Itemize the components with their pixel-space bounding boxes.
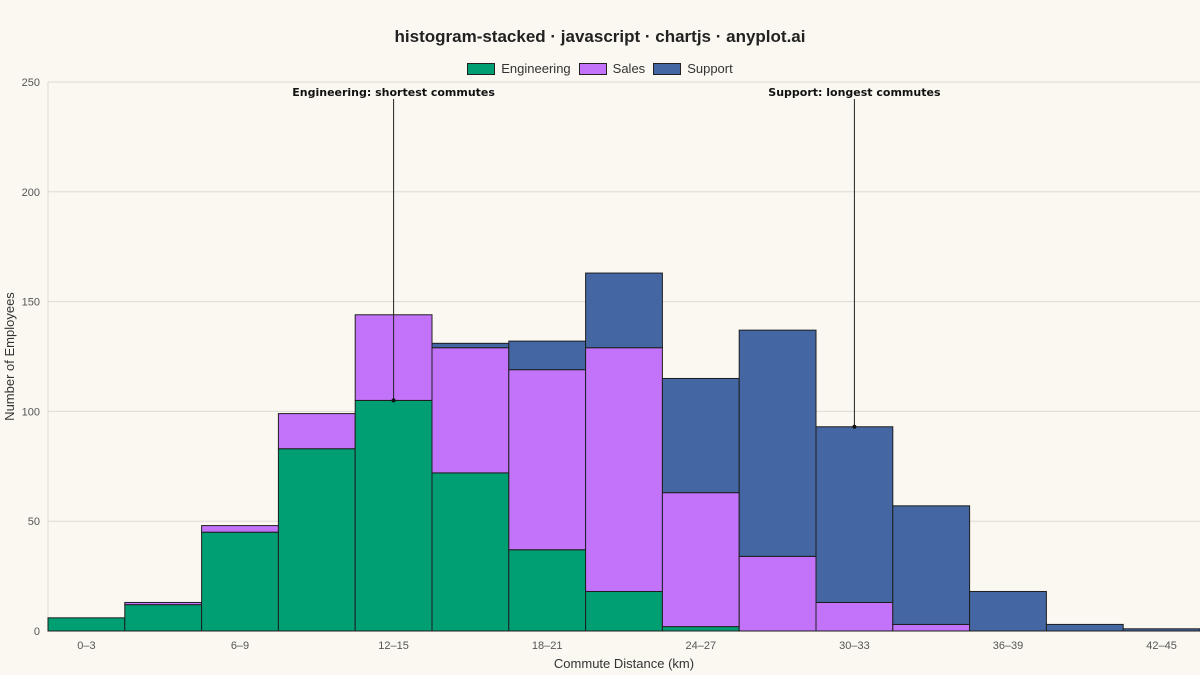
legend-item-support[interactable]: Support — [653, 61, 733, 76]
x-tick-label: 0–3 — [77, 640, 95, 652]
legend-label-engineering: Engineering — [501, 61, 571, 76]
y-tick-label: 250 — [22, 77, 40, 89]
bar-sales-11 — [892, 623, 971, 632]
bar-engineering-4 — [354, 399, 433, 632]
y-tick-label: 50 — [28, 516, 40, 528]
bar-support-8 — [661, 377, 740, 494]
legend-item-sales[interactable]: Sales — [578, 61, 646, 76]
bar-support-12 — [969, 590, 1047, 632]
bar-support-13 — [1045, 623, 1124, 632]
bar-sales-1 — [124, 601, 203, 606]
y-tick-label: 100 — [22, 406, 40, 418]
bar-engineering-1 — [124, 604, 203, 632]
bar-sales-5 — [431, 347, 510, 474]
x-tick-label: 42–45 — [1146, 640, 1177, 652]
bar-engineering-7 — [585, 590, 663, 632]
bar-support-10 — [815, 426, 894, 603]
bar-engineering-3 — [277, 448, 356, 632]
x-axis-label: Commute Distance (km) — [554, 656, 694, 671]
bar-engineering-8 — [661, 626, 740, 632]
x-tick-label: 24–27 — [686, 640, 717, 652]
bar-sales-7 — [585, 347, 663, 592]
x-tick-label: 12–15 — [378, 640, 409, 652]
bar-sales-9 — [738, 555, 817, 632]
bar-support-5 — [431, 342, 510, 349]
legend: Engineering Sales Support — [0, 61, 1200, 76]
legend-swatch-engineering — [467, 62, 496, 75]
y-tick-label: 150 — [22, 297, 40, 309]
bar-support-9 — [738, 329, 817, 557]
bar-sales-2 — [201, 525, 279, 533]
legend-swatch-support — [653, 62, 682, 75]
chart-title: histogram-stacked · javascript · chartjs… — [394, 27, 806, 46]
legend-label-support: Support — [687, 61, 733, 76]
bar-support-6 — [508, 340, 587, 371]
legend-label-sales: Sales — [612, 61, 646, 76]
bar-sales-10 — [815, 601, 894, 632]
annotation-point-1 — [852, 424, 857, 429]
legend-swatch-sales — [578, 62, 607, 75]
bar-engineering-6 — [508, 549, 587, 632]
bar-engineering-5 — [431, 472, 510, 632]
annotation-point-0 — [391, 398, 396, 403]
y-axis-label: Number of Employees — [2, 292, 17, 421]
bar-support-7 — [585, 272, 663, 349]
bar-engineering-0 — [47, 617, 126, 632]
bar-sales-6 — [508, 369, 587, 551]
legend-item-engineering[interactable]: Engineering — [467, 61, 571, 76]
x-tick-label: 36–39 — [993, 640, 1024, 652]
x-tick-label: 18–21 — [532, 640, 563, 652]
bar-sales-8 — [661, 492, 740, 628]
x-tick-label: 30–33 — [839, 640, 870, 652]
x-tick-label: 6–9 — [231, 640, 249, 652]
y-tick-label: 200 — [22, 187, 40, 199]
annotation-label-0: Engineering: shortest commutes — [292, 86, 495, 99]
bar-support-14 — [1122, 628, 1200, 632]
y-tick-label: 0 — [34, 626, 40, 638]
bar-sales-3 — [277, 413, 356, 450]
annotation-label-1: Support: longest commutes — [768, 86, 941, 99]
bar-support-11 — [892, 505, 971, 625]
bar-engineering-2 — [201, 531, 279, 632]
